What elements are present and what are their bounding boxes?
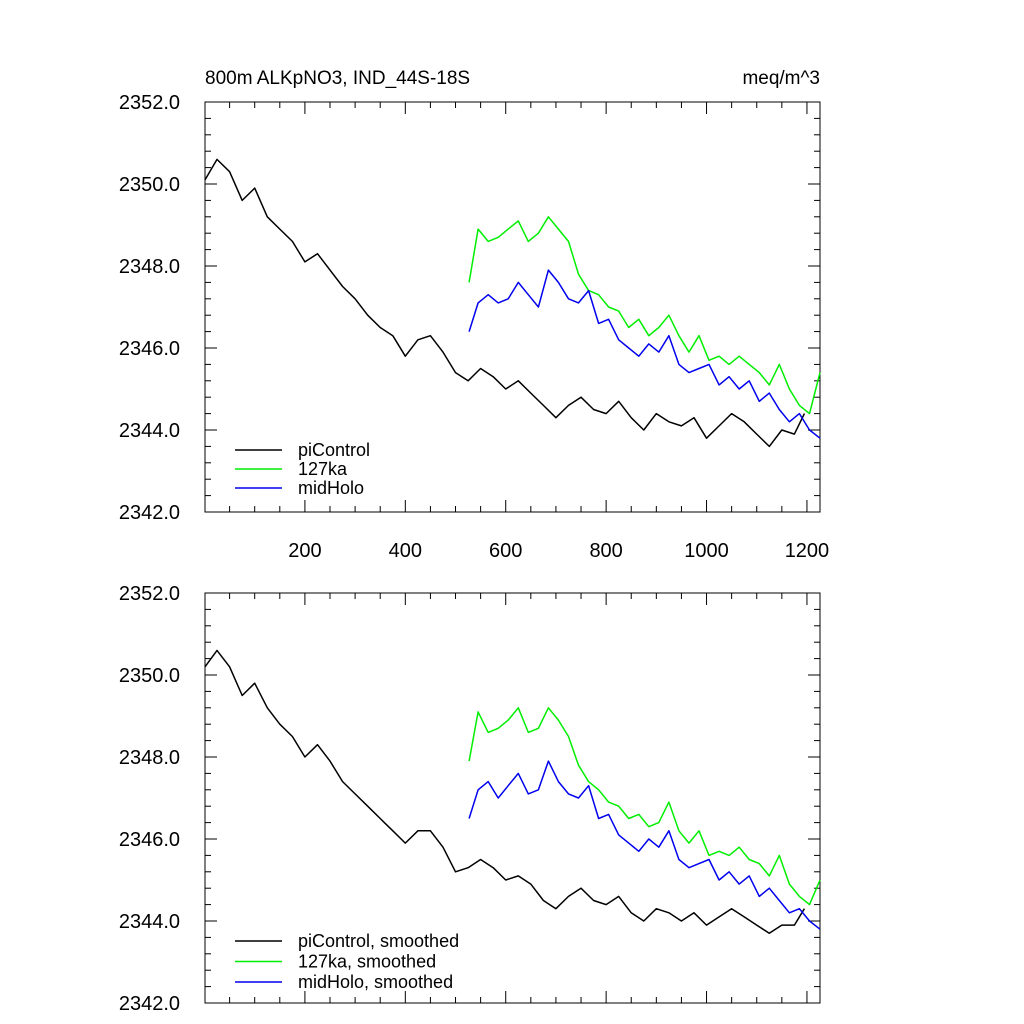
legend-label: midHolo, smoothed [298, 972, 453, 992]
chart-title: 800m ALKpNO3, IND_44S-18S [205, 68, 470, 89]
plot-frame [204, 101, 821, 513]
x-tick-label: 800 [589, 540, 622, 562]
chart-panel-2: 2342.0 2344.0 2346.0 2348.0 2350.0 2352.0 piCo… [119, 583, 821, 1015]
y-tick-label: 2344.0 [119, 911, 180, 933]
y-tick-label: 2344.0 [119, 420, 180, 442]
series-line-1 [204, 158, 806, 448]
plot-frame [204, 592, 821, 1004]
y-tick-label: 2342.0 [119, 502, 180, 524]
series-line-3 [468, 760, 821, 930]
y-tick-label: 2346.0 [119, 338, 180, 360]
series-line-2 [468, 707, 821, 906]
x-tick-label: 600 [489, 540, 522, 562]
y-tick-label: 2346.0 [119, 829, 180, 851]
legend-label: midHolo [298, 478, 364, 498]
series-line-3 [468, 269, 821, 439]
x-tick-label: 200 [288, 540, 321, 562]
y-tick-label: 2350.0 [119, 174, 180, 196]
chart-panel-1: 2342.0 2344.0 2346.0 2348.0 2350.0 2352.0 200 4… [119, 68, 829, 562]
legend-label: 127ka [298, 459, 348, 479]
y-tick-label: 2348.0 [119, 256, 180, 278]
y-tick-label: 2342.0 [119, 993, 180, 1015]
series-line-2 [468, 216, 821, 415]
legend-label: piControl [298, 440, 370, 460]
legend-label: 127ka, smoothed [298, 952, 436, 972]
x-tick-label: 400 [389, 540, 422, 562]
y-tick-label: 2352.0 [119, 92, 180, 114]
chart-units: meq/m^3 [742, 68, 820, 89]
series-line-1 [204, 649, 806, 935]
y-tick-label: 2348.0 [119, 747, 180, 769]
x-tick-label: 1000 [684, 540, 729, 562]
y-tick-label: 2352.0 [119, 583, 180, 605]
y-tick-label: 2350.0 [119, 665, 180, 687]
legend-label: piControl, smoothed [298, 931, 459, 951]
x-tick-label: 1200 [785, 540, 830, 562]
